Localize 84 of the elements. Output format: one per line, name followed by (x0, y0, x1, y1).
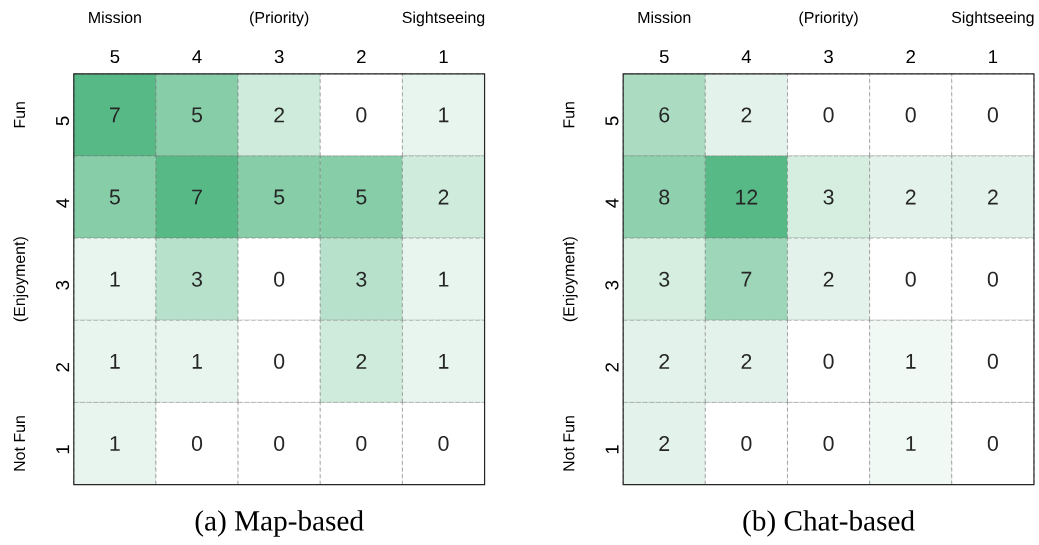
x-tick-label: 3 (274, 49, 284, 63)
x-tick-label: 2 (906, 49, 915, 63)
x-tick-label: 4 (192, 50, 202, 63)
data-label: 5 (274, 189, 285, 205)
data-label: 3 (659, 271, 670, 287)
data-label: 12 (736, 189, 758, 205)
y-tick-label: 4 (56, 198, 70, 208)
data-label: 0 (987, 353, 998, 369)
data-label: 6 (659, 107, 670, 123)
text: (b) Chat-based (743, 509, 915, 537)
data-label: 7 (110, 107, 120, 122)
y-axis-title: (Enjoyment) (13, 237, 29, 322)
data-label: 0 (823, 435, 834, 451)
x-tick-label: 5 (110, 49, 120, 63)
data-label: 7 (192, 189, 202, 205)
data-label: 0 (987, 271, 998, 287)
data-label: 1 (110, 271, 120, 287)
text: (a) Map-based (195, 509, 364, 537)
x-tick-label: 1 (439, 50, 448, 63)
data-label: 5 (191, 107, 203, 123)
data-label: 2 (823, 271, 834, 287)
data-label: 2 (438, 189, 449, 205)
y-tick-label: 1 (56, 445, 70, 454)
x-axis-title: (Priority) (250, 11, 309, 27)
y-tick-label: 4 (605, 198, 619, 208)
data-label: 0 (987, 435, 998, 451)
data-label: 2 (988, 189, 998, 205)
data-label: 0 (823, 107, 834, 123)
x-tick-label: 3 (824, 49, 833, 63)
x-tick-label: 4 (741, 50, 752, 63)
data-label: 3 (191, 271, 202, 287)
data-label: 1 (906, 435, 916, 451)
y-tick-label: 5 (605, 116, 619, 126)
text: Sightseeing (951, 11, 1034, 27)
data-label: 0 (438, 435, 449, 451)
data-label: 7 (741, 271, 752, 287)
data-label: 3 (356, 271, 367, 287)
data-label: 2 (274, 107, 285, 123)
y-tick-label: 3 (605, 280, 619, 290)
x-tick-label: 2 (357, 49, 366, 63)
data-label: 0 (274, 353, 285, 369)
data-label: 1 (192, 353, 202, 369)
data-label: 2 (905, 189, 916, 205)
data-label: 0 (905, 271, 916, 287)
data-label: 0 (274, 435, 285, 451)
data-label: 1 (439, 271, 449, 287)
x-tick-label: 1 (989, 50, 998, 63)
y-tick-label: 2 (605, 362, 619, 372)
data-label: 0 (274, 271, 285, 287)
text: Fun (563, 101, 575, 128)
data-label: 1 (439, 107, 449, 122)
data-label: 0 (356, 435, 367, 451)
text: Mission (638, 11, 691, 23)
data-label: 0 (191, 435, 203, 451)
text: Mission (89, 11, 141, 23)
y-tick-label: 1 (605, 445, 619, 454)
data-label: 5 (109, 189, 120, 205)
x-tick-label: 5 (659, 49, 669, 63)
y-tick-label: 5 (56, 116, 70, 126)
data-label: 0 (987, 107, 998, 123)
data-label: 0 (905, 107, 916, 123)
text: Not Fun (13, 415, 26, 471)
data-label: 1 (110, 435, 120, 451)
x-axis-title: (Priority) (799, 11, 858, 27)
y-axis-title: (Enjoyment) (562, 237, 578, 322)
data-label: 2 (741, 107, 752, 123)
data-label: 0 (741, 435, 752, 451)
data-label: 3 (823, 189, 834, 205)
y-tick-label: 3 (55, 280, 70, 290)
data-label: 2 (356, 353, 367, 369)
data-label: 5 (356, 189, 367, 205)
data-label: 0 (823, 353, 834, 369)
data-label: 2 (659, 435, 670, 451)
text: Fun (13, 101, 26, 128)
data-label: 0 (356, 107, 367, 123)
data-label: 1 (110, 353, 120, 369)
y-tick-label: 2 (56, 362, 70, 372)
text: Sightseeing (402, 11, 485, 27)
data-label: 2 (741, 353, 752, 369)
data-label: 8 (659, 189, 670, 205)
data-label: 1 (439, 353, 449, 369)
text: Not Fun (563, 415, 575, 471)
data-label: 1 (906, 353, 916, 369)
data-label: 2 (659, 353, 670, 369)
